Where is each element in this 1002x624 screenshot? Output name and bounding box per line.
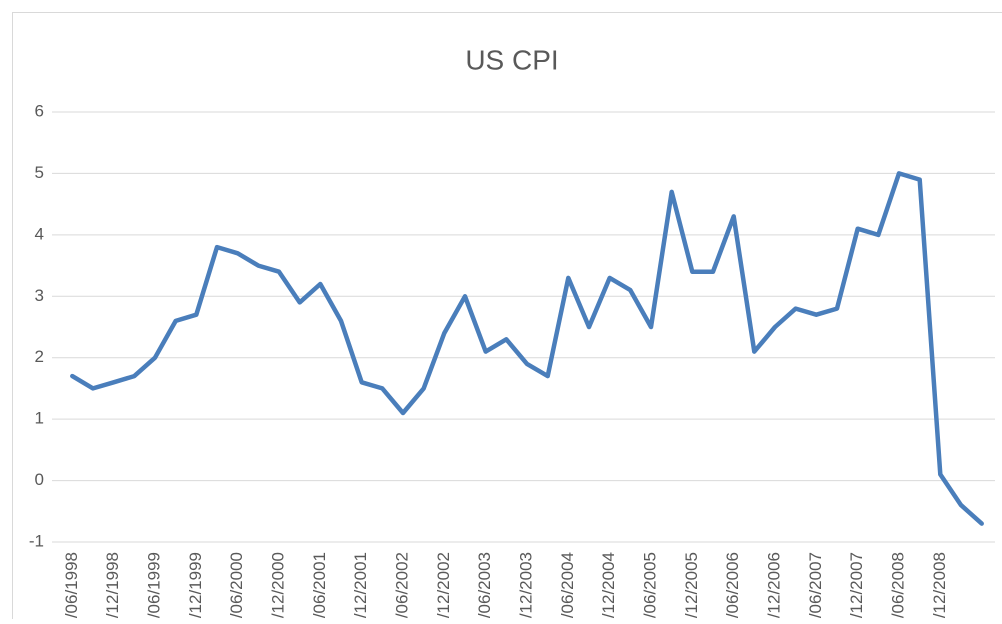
x-tick-label: 01/06/2001 bbox=[310, 552, 329, 619]
y-tick-label: 3 bbox=[35, 286, 44, 305]
y-tick-label: 1 bbox=[35, 409, 44, 428]
x-tick-label: 01/12/2006 bbox=[764, 552, 783, 619]
data-line bbox=[72, 173, 981, 523]
x-tick-label: 01/06/2007 bbox=[806, 552, 825, 619]
x-tick-label: 01/06/1999 bbox=[144, 552, 163, 619]
x-tick-label: 01/06/2003 bbox=[475, 552, 494, 619]
chart-title: US CPI bbox=[465, 44, 558, 75]
y-tick-label: 2 bbox=[35, 347, 44, 366]
y-tick-label: 4 bbox=[35, 224, 44, 243]
x-tick-label: 01/12/1999 bbox=[186, 552, 205, 619]
x-tick-label: 01/12/2007 bbox=[847, 552, 866, 619]
chart-border bbox=[13, 13, 1002, 620]
x-tick-label: 01/12/2004 bbox=[599, 552, 618, 619]
x-tick-label: 01/12/2000 bbox=[268, 552, 287, 619]
x-tick-label: 01/12/2002 bbox=[434, 552, 453, 619]
x-tick-label: 01/12/2003 bbox=[516, 552, 535, 619]
x-tick-label: 01/06/2006 bbox=[723, 552, 742, 619]
x-tick-label: 01/06/1998 bbox=[62, 552, 81, 619]
x-tick-label: 01/12/2005 bbox=[682, 552, 701, 619]
x-tick-label: 01/06/2005 bbox=[640, 552, 659, 619]
x-tick-label: 01/06/2002 bbox=[392, 552, 411, 619]
x-tick-label: 01/12/2001 bbox=[351, 552, 370, 619]
x-tick-label: 01/12/1998 bbox=[103, 552, 122, 619]
y-tick-label: 5 bbox=[35, 163, 44, 182]
x-tick-label: 01/06/2008 bbox=[888, 552, 907, 619]
x-tick-label: 01/06/2000 bbox=[227, 552, 246, 619]
y-tick-label: -1 bbox=[29, 531, 44, 550]
y-tick-label: 0 bbox=[35, 470, 44, 489]
x-tick-label: 01/12/2008 bbox=[930, 552, 949, 619]
x-tick-label: 01/06/2004 bbox=[558, 552, 577, 619]
y-tick-label: 6 bbox=[35, 101, 44, 120]
